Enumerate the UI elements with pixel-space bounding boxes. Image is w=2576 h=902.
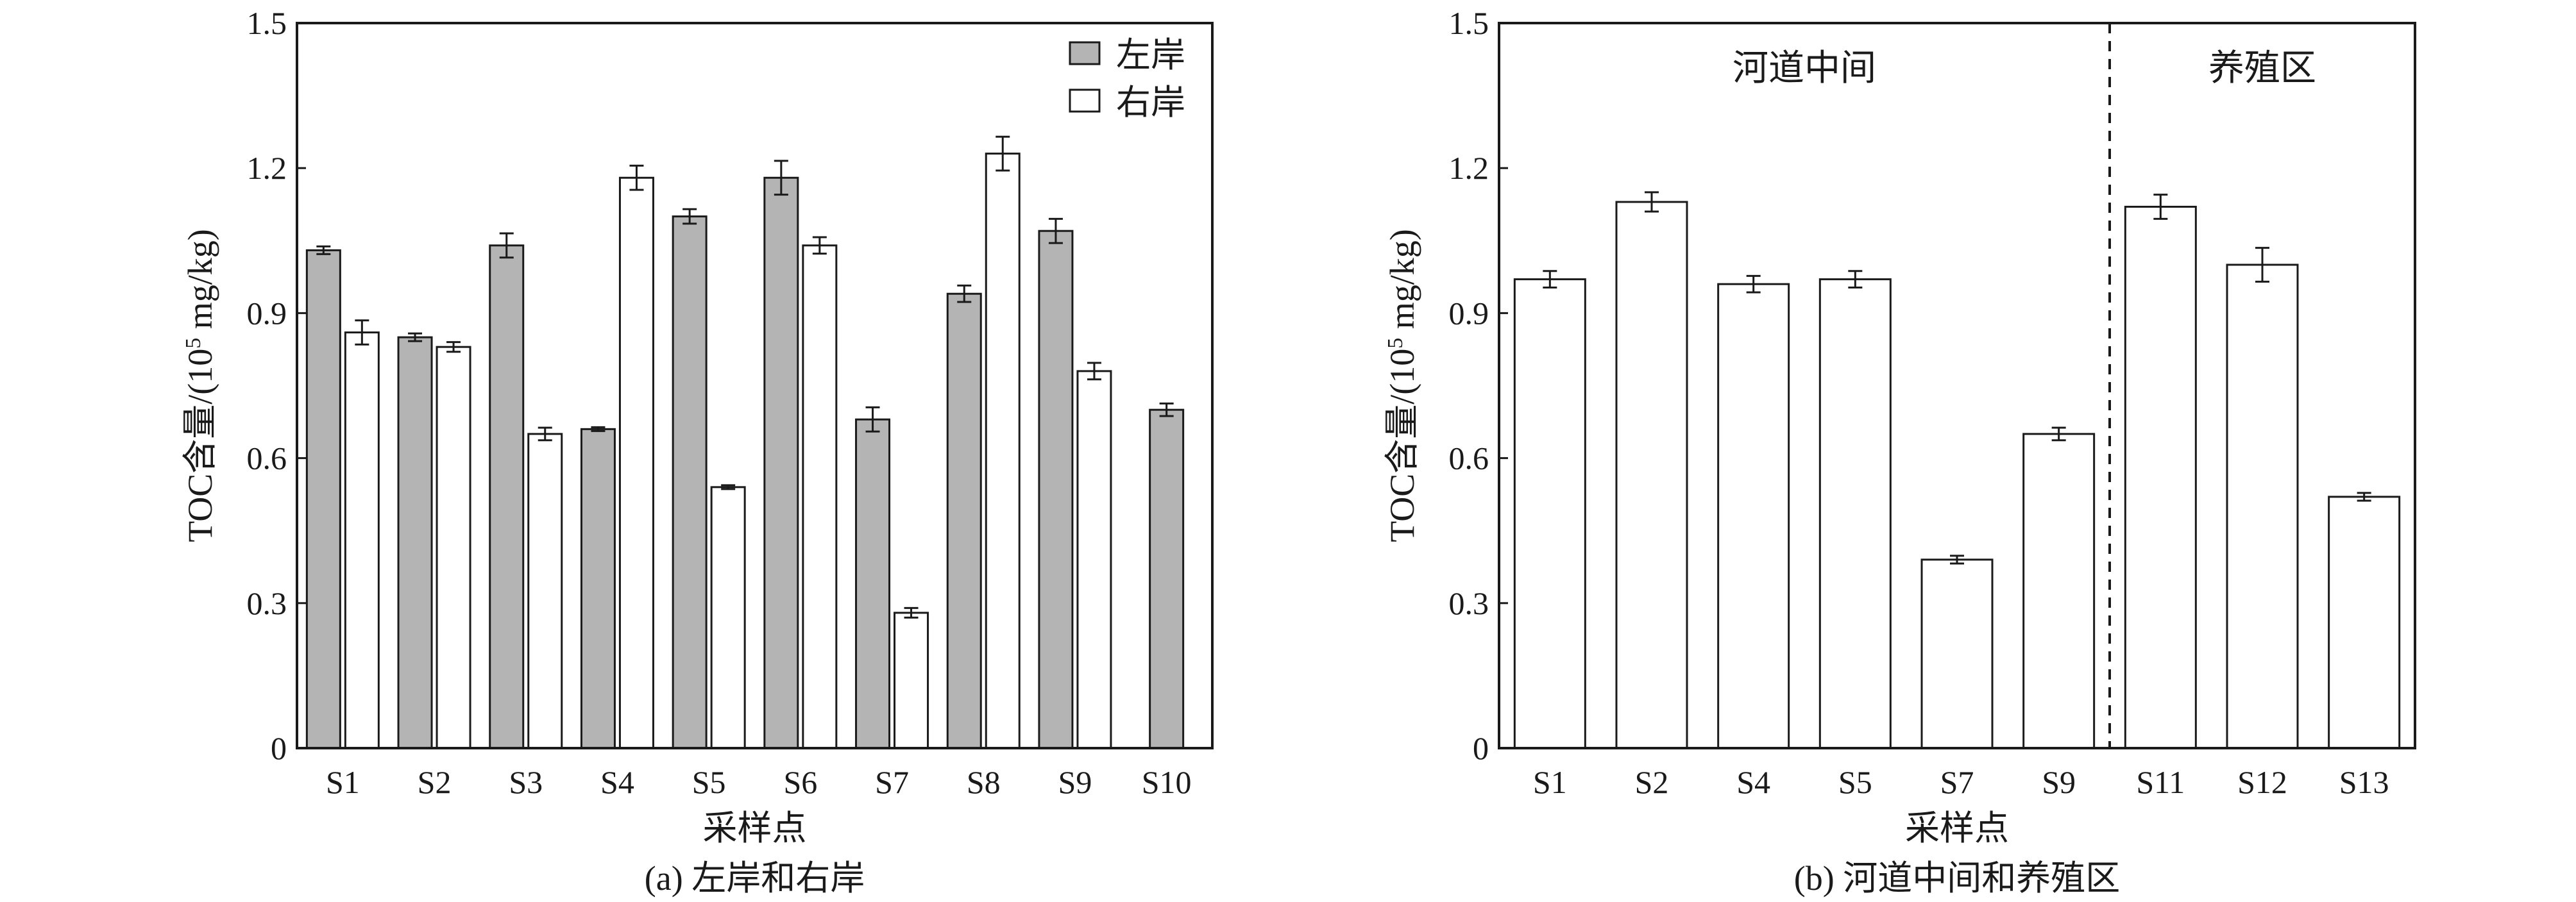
y-tick-label: 1.2 bbox=[1449, 150, 1489, 186]
bar bbox=[1513, 278, 1586, 749]
bar-right-bank bbox=[618, 176, 654, 749]
y-tick-label: 0.9 bbox=[1449, 295, 1489, 331]
bar-left-bank bbox=[946, 292, 982, 749]
panel-a-x-ticks: S1 S2 S3 S4 S5 S6 S7 S8 S9 S10 bbox=[326, 764, 1192, 800]
panel-b-x-axis-label: 采样点 bbox=[1905, 809, 2009, 848]
region-label-channel-middle: 河道中间 bbox=[1733, 49, 1876, 88]
x-tick-label: S12 bbox=[2237, 764, 2287, 800]
bar-left-bank bbox=[672, 215, 708, 749]
y-label-main: TOC含量/(10 bbox=[181, 349, 219, 542]
panel-a-y-ticks: 0 0.3 0.6 0.9 1.2 1.5 bbox=[247, 5, 306, 766]
legend-label-right-bank: 右岸 bbox=[1116, 83, 1185, 122]
x-tick-label: S2 bbox=[418, 764, 452, 800]
panel-a-x-axis-label: 采样点 bbox=[703, 809, 807, 848]
x-tick-label: S5 bbox=[1838, 764, 1872, 800]
bar bbox=[1717, 283, 1790, 749]
bar bbox=[1818, 278, 1892, 749]
panel-b: 0 0.3 0.6 0.9 1.2 1.5 S1 S2 S4 S5 S7 S9 S11 S12 S13 河… bbox=[1383, 5, 2416, 898]
panel-b-y-axis-label: TOC含量/(105 mg/kg) bbox=[1383, 229, 1421, 542]
region-label-aquaculture: 养殖区 bbox=[2208, 49, 2316, 88]
bar-right-bank bbox=[1076, 370, 1112, 749]
y-tick-label: 0 bbox=[1473, 730, 1489, 766]
panel-b-bars bbox=[1513, 191, 2401, 749]
y-tick-label: 1.5 bbox=[1449, 5, 1489, 41]
x-tick-label: S7 bbox=[1940, 764, 1974, 800]
bar-left-bank bbox=[305, 249, 341, 749]
x-tick-label: S10 bbox=[1142, 764, 1192, 800]
y-tick-label: 0.3 bbox=[247, 585, 287, 621]
bar-left-bank bbox=[489, 244, 525, 749]
y-tick-label: 0 bbox=[271, 730, 287, 766]
panel-b-y-ticks: 0 0.3 0.6 0.9 1.2 1.5 bbox=[1449, 5, 1508, 766]
x-tick-label: S13 bbox=[2339, 764, 2389, 800]
legend-swatch-right-bank bbox=[1069, 88, 1101, 113]
y-label-superscript: 5 bbox=[182, 338, 205, 349]
panel-a: 0 0.3 0.6 0.9 1.2 1.5 S1 S2 S3 S4 S5 S6 S7 S8 S9 S10 左… bbox=[181, 5, 1214, 898]
x-tick-label: S9 bbox=[1058, 764, 1092, 800]
bar-left-bank bbox=[763, 176, 799, 749]
y-tick-label: 0.6 bbox=[1449, 440, 1489, 476]
bar-right-bank bbox=[436, 346, 471, 749]
y-tick-label: 0.3 bbox=[1449, 585, 1489, 621]
x-tick-label: S1 bbox=[1533, 764, 1567, 800]
bar-right-bank bbox=[710, 486, 746, 749]
bar bbox=[2226, 263, 2299, 749]
y-label-main: TOC含量/(10 bbox=[1383, 349, 1421, 542]
y-label-tail: mg/kg) bbox=[1383, 229, 1421, 338]
bar-left-bank bbox=[580, 428, 616, 749]
bar-right-bank bbox=[894, 612, 929, 749]
x-tick-label: S9 bbox=[2042, 764, 2076, 800]
x-tick-label: S6 bbox=[783, 764, 817, 800]
bar-right-bank bbox=[527, 433, 563, 749]
bar-right-bank bbox=[985, 153, 1021, 749]
x-tick-label: S7 bbox=[875, 764, 909, 800]
panel-b-plot-frame bbox=[1498, 22, 2416, 749]
bar bbox=[2328, 496, 2401, 749]
bar-left-bank bbox=[397, 336, 433, 749]
x-tick-label: S4 bbox=[600, 764, 634, 800]
y-tick-label: 1.2 bbox=[247, 150, 287, 186]
y-tick-label: 0.9 bbox=[247, 295, 287, 331]
bar-left-bank bbox=[1149, 408, 1185, 749]
y-tick-label: 1.5 bbox=[247, 5, 287, 41]
bar-left-bank bbox=[1038, 230, 1074, 749]
panel-a-bars bbox=[305, 135, 1185, 749]
bar bbox=[1615, 201, 1688, 749]
panel-b-x-ticks: S1 S2 S4 S5 S7 S9 S11 S12 S13 bbox=[1533, 764, 2389, 800]
panel-a-caption: (a) 左岸和右岸 bbox=[645, 859, 865, 898]
bar bbox=[2022, 433, 2096, 749]
bar-right-bank bbox=[344, 331, 380, 749]
x-tick-label: S5 bbox=[692, 764, 726, 800]
x-tick-label: S1 bbox=[326, 764, 360, 800]
legend-swatch-left-bank bbox=[1069, 41, 1101, 65]
y-label-superscript: 5 bbox=[1384, 338, 1407, 349]
bar bbox=[2124, 206, 2197, 749]
bar-left-bank bbox=[855, 418, 891, 749]
x-tick-label: S8 bbox=[967, 764, 1001, 800]
x-tick-label: S11 bbox=[2136, 764, 2185, 800]
panel-a-y-axis-label: TOC含量/(105 mg/kg) bbox=[181, 229, 219, 542]
x-tick-label: S3 bbox=[509, 764, 543, 800]
panel-b-caption: (b) 河道中间和养殖区 bbox=[1794, 859, 2120, 898]
y-tick-label: 0.6 bbox=[247, 440, 287, 476]
x-tick-label: S2 bbox=[1635, 764, 1669, 800]
legend-label-left-bank: 左岸 bbox=[1116, 36, 1185, 74]
panel-a-legend: 左岸 右岸 bbox=[1069, 36, 1185, 122]
bar bbox=[1920, 558, 1994, 749]
panel-a-plot-frame bbox=[296, 22, 1214, 749]
y-label-tail: mg/kg) bbox=[181, 229, 219, 338]
x-tick-label: S4 bbox=[1736, 764, 1770, 800]
bar-right-bank bbox=[802, 244, 838, 749]
